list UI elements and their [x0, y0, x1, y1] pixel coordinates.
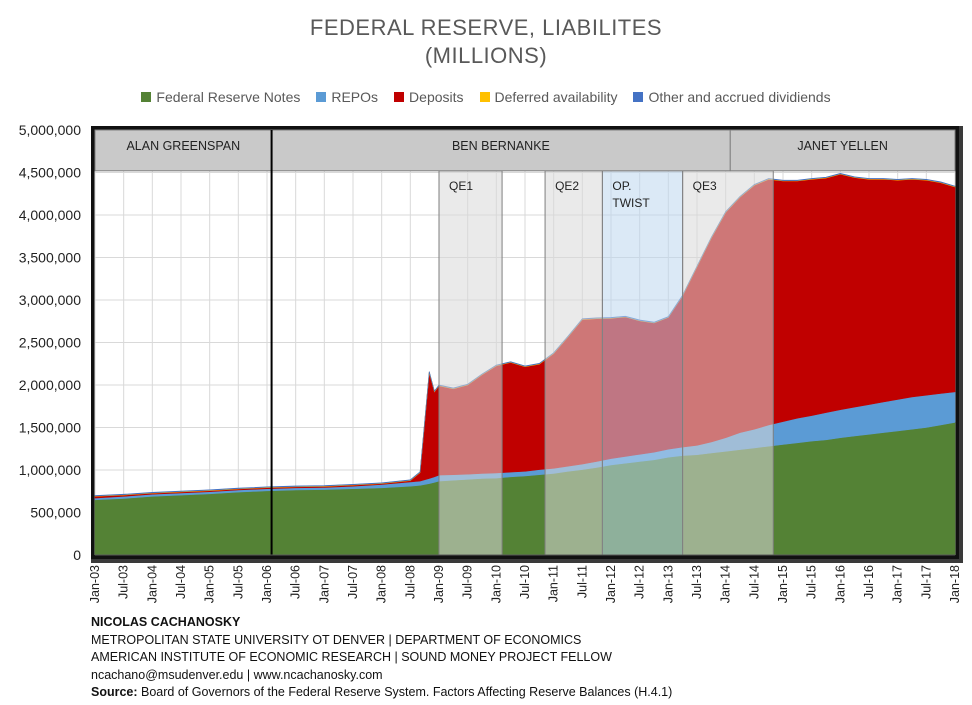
chart-title: FEDERAL RESERVE, LIABILITES (MILLIONS)	[0, 14, 972, 70]
legend-item-other-accrued-dividends: Other and accrued dividiends	[633, 89, 831, 105]
x-tick-label: Jan-18	[948, 565, 962, 603]
y-tick-label: 500,000	[30, 505, 81, 521]
x-tick-label: Jan-15	[776, 565, 790, 603]
legend-swatch	[633, 92, 644, 102]
credits-contact: ncachano@msudenver.edu | www.ncachanosky…	[91, 667, 383, 682]
x-tick-label: Jul-14	[747, 565, 761, 599]
x-tick-label: Jan-08	[375, 565, 389, 603]
chair-band-ben-bernanke	[271, 129, 731, 172]
y-tick-label: 2,000,000	[19, 377, 81, 393]
credits-affiliation-1: METROPOLITAN STATE UNIVERSITY OT DENVER …	[91, 632, 582, 647]
credits-source: Source: Board of Governors of the Federa…	[91, 684, 672, 702]
x-tick-label: Jan-12	[604, 565, 618, 603]
legend-item-repos: REPOs	[316, 89, 378, 105]
program-box-qe1	[438, 170, 503, 556]
y-tick-label: 2,500,000	[19, 335, 81, 351]
credits-affiliation-2: AMERICAN INSTITUTE OF ECONOMIC RESEARCH …	[91, 650, 612, 664]
legend-swatch	[394, 92, 405, 102]
x-tick-label: Jan-13	[661, 565, 675, 603]
legend-label: Deposits	[409, 89, 464, 105]
chair-band-janet-yellen	[729, 129, 956, 172]
legend-item-deposits: Deposits	[394, 89, 464, 105]
legend-label: REPOs	[331, 89, 379, 105]
chair-label: BEN BERNANKE	[452, 139, 550, 153]
y-tick-label: 3,000,000	[19, 292, 81, 308]
program-label: QE2	[555, 179, 579, 193]
chart-legend: Federal Reserve Notes REPOs Deposits Def…	[0, 89, 972, 105]
chart-title-line2: (MILLIONS)	[424, 43, 548, 68]
x-tick-label: Jul-11	[575, 565, 589, 598]
y-tick-label: 4,500,000	[19, 165, 81, 181]
y-tick-label: 5,000,000	[19, 122, 81, 138]
y-tick-label: 0	[73, 547, 81, 563]
x-tick-label: Jan-11	[547, 565, 561, 602]
x-tick-label: Jul-07	[346, 565, 360, 599]
y-tick-label: 4,000,000	[19, 207, 81, 223]
x-tick-label: Jul-15	[805, 565, 819, 599]
program-label: OP.	[612, 179, 631, 193]
x-tick-label: Jul-12	[633, 565, 647, 599]
program-box-qe3	[682, 170, 774, 556]
x-tick-label: Jul-08	[403, 565, 417, 599]
x-tick-label: Jul-09	[461, 565, 475, 599]
x-tick-label: Jan-06	[260, 565, 274, 603]
y-tick-label: 3,500,000	[19, 250, 81, 266]
program-label: QE3	[693, 179, 717, 193]
x-tick-label: Jan-09	[432, 565, 446, 603]
program-label: QE1	[449, 179, 473, 193]
legend-item-federal-reserve-notes: Federal Reserve Notes	[141, 89, 300, 105]
program-label: TWIST	[612, 196, 650, 210]
x-tick-label: Jul-10	[518, 565, 532, 599]
x-tick-label: Jul-04	[174, 565, 188, 599]
x-tick-label: Jan-03	[88, 565, 102, 603]
program-box-op-twist	[601, 170, 684, 556]
x-tick-label: Jan-14	[719, 565, 733, 603]
legend-label: Federal Reserve Notes	[156, 89, 301, 105]
x-tick-label: Jul-17	[919, 565, 933, 599]
x-tick-label: Jul-05	[231, 565, 245, 599]
x-tick-label: Jan-10	[489, 565, 503, 603]
legend-label: Other and accrued dividiends	[648, 89, 831, 105]
legend-swatch	[479, 92, 490, 102]
legend-item-deferred-availability: Deferred availability	[479, 89, 618, 105]
legend-swatch	[141, 92, 152, 102]
credits-block: NICOLAS CACHANOSKY METROPOLITAN STATE UN…	[91, 614, 672, 702]
credits-author: NICOLAS CACHANOSKY	[91, 615, 241, 629]
x-tick-label: Jan-07	[317, 565, 331, 603]
y-tick-label: 1,000,000	[19, 462, 81, 478]
source-label: Source:	[91, 685, 138, 699]
x-tick-label: Jul-13	[690, 565, 704, 599]
chair-band-alan-greenspan	[94, 129, 273, 172]
x-tick-label: Jan-04	[145, 565, 159, 603]
program-box-qe2	[544, 170, 603, 556]
x-tick-label: Jan-17	[891, 565, 905, 603]
chair-label: ALAN GREENSPAN	[126, 139, 240, 153]
x-tick-label: Jul-03	[117, 565, 131, 599]
x-tick-label: Jan-16	[833, 565, 847, 603]
legend-swatch	[316, 92, 327, 102]
legend-label: Deferred availability	[494, 89, 618, 105]
y-tick-label: 1,500,000	[19, 420, 81, 436]
x-tick-label: Jan-05	[203, 565, 217, 603]
x-tick-label: Jul-06	[289, 565, 303, 599]
chair-label: JANET YELLEN	[797, 139, 888, 153]
x-tick-label: Jul-16	[862, 565, 876, 599]
source-text: Board of Governors of the Federal Reserv…	[137, 685, 673, 699]
chart-title-line1: FEDERAL RESERVE, LIABILITES	[309, 15, 663, 40]
